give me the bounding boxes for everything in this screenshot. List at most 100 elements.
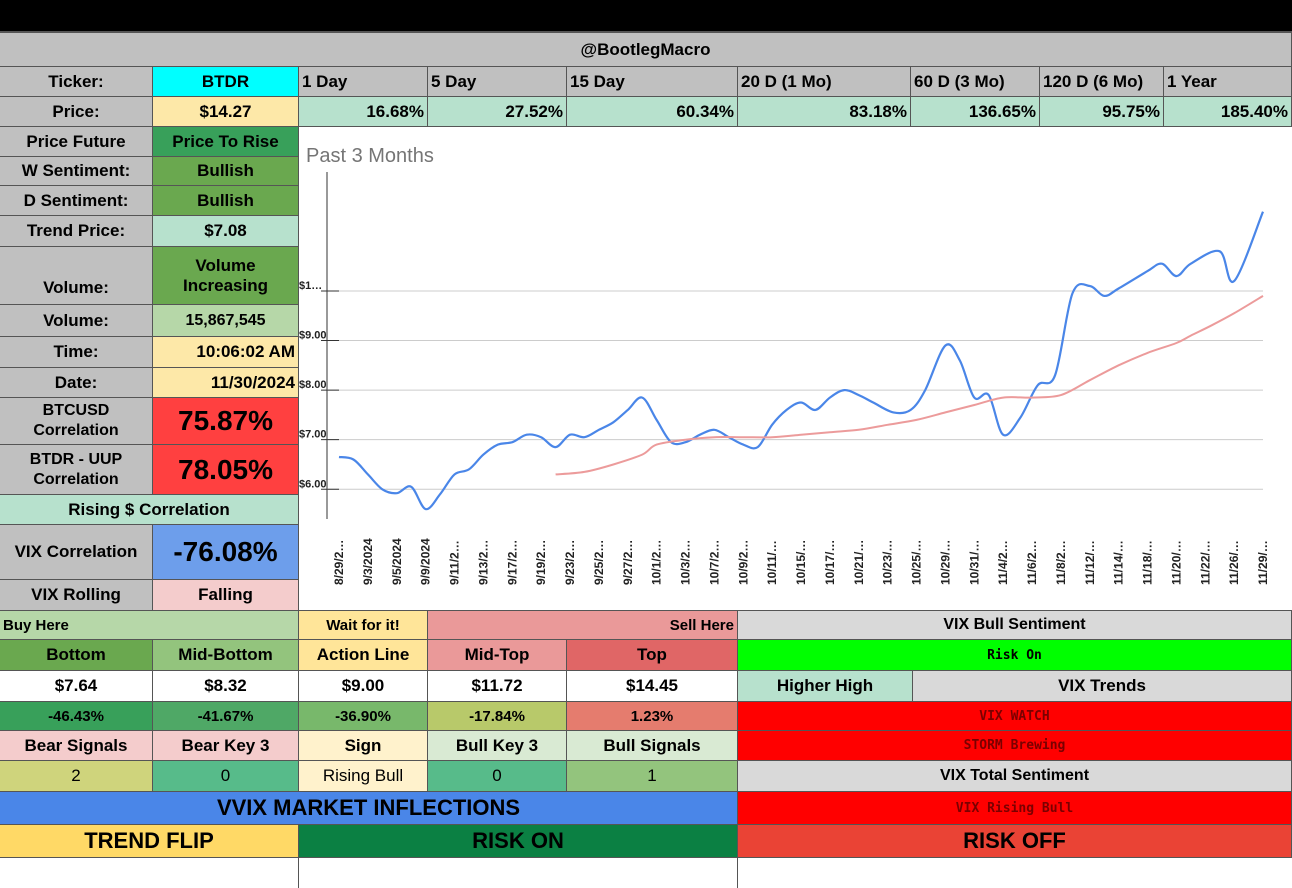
signal-value-sign: Rising Bull [299, 761, 428, 792]
level-name-mid-top: Mid-Top [428, 640, 567, 671]
price-future-value: Price To Rise [153, 127, 299, 157]
ticker-value: BTDR [153, 67, 299, 97]
top-bar [0, 0, 1292, 31]
vvix-risk-on: RISK ON [299, 825, 738, 858]
period-value-15d: 60.34% [567, 97, 738, 127]
trend-price-label: Trend Price: [0, 216, 153, 247]
chart-x-label: 9/3/2024 [361, 538, 375, 585]
chart-x-label: 9/19/2… [534, 540, 548, 585]
buy-here: Buy Here [0, 611, 299, 640]
level-pct-mid-top: -17.84% [428, 702, 567, 731]
period-value-20d: 83.18% [738, 97, 911, 127]
level-price-top: $14.45 [567, 671, 738, 702]
level-pct-mid-bottom: -41.67% [153, 702, 299, 731]
chart-x-label: 10/17/… [823, 540, 837, 585]
price-value: $14.27 [153, 97, 299, 127]
chart-x-label: 11/8/2… [1054, 540, 1068, 585]
price-chart: Past 3 Months $1… $9.00 $8.00 $7.00 $6.00 8/… [299, 145, 1270, 585]
trend-flip: TREND FLIP [0, 825, 299, 858]
period-header-120d: 120 D (6 Mo) [1040, 67, 1164, 97]
signal-header-bull-signals: Bull Signals [567, 731, 738, 761]
volume-value: 15,867,545 [153, 305, 299, 337]
chart-x-label: 8/29/2… [332, 540, 346, 585]
vvix-risk-off: RISK OFF [738, 825, 1292, 858]
uup-corr-label: BTDR - UUP Correlation [0, 445, 153, 495]
vix-rolling-label: VIX Rolling [0, 580, 153, 611]
chart-x-label: 11/20/… [1169, 540, 1183, 585]
period-header-1y: 1 Year [1164, 67, 1292, 97]
chart-x-label: 10/1/2… [650, 540, 664, 585]
level-name-top: Top [567, 640, 738, 671]
period-value-60d: 136.65% [911, 97, 1040, 127]
chart-x-label: 9/13/2… [476, 540, 490, 585]
chart-x-label: 10/31/… [967, 540, 981, 585]
period-header-60d: 60 D (3 Mo) [911, 67, 1040, 97]
vix-corr-value: -76.08% [153, 525, 299, 580]
volume-trend-value: Volume Increasing [153, 247, 299, 305]
level-name-bottom: Bottom [0, 640, 153, 671]
chart-x-label: 11/14/… [1112, 540, 1126, 585]
level-price-mid-bottom: $8.32 [153, 671, 299, 702]
risk-off-cell [738, 858, 1292, 888]
vix-total-sentiment-label: VIX Total Sentiment [738, 761, 1292, 792]
chart-x-label: 10/25/… [910, 540, 924, 585]
date-value: 11/30/2024 [153, 368, 299, 398]
chart-x-label: 9/17/2… [505, 540, 519, 585]
signal-value-bear-signals: 2 [0, 761, 153, 792]
signal-value-bull-signals: 1 [567, 761, 738, 792]
chart-x-label: 9/5/2024 [390, 538, 404, 585]
period-value-120d: 95.75% [1040, 97, 1164, 127]
chart-y-label: $1… [299, 280, 322, 292]
header-title: @BootlegMacro [0, 31, 1292, 67]
chart-x-label: 10/7/2… [707, 540, 721, 585]
vix-risk-on: Risk On [738, 640, 1292, 671]
signal-header-bear-key: Bear Key 3 [153, 731, 299, 761]
vix-trends-label: VIX Trends [913, 671, 1292, 702]
w-sentiment-value: Bullish [153, 157, 299, 186]
level-name-mid-bottom: Mid-Bottom [153, 640, 299, 671]
chart-x-label: 11/22/… [1198, 540, 1212, 585]
trend-flip-cell [0, 858, 299, 888]
period-header-20d: 20 D (1 Mo) [738, 67, 911, 97]
price-label: Price: [0, 97, 153, 127]
volume-label: Volume: [0, 305, 153, 337]
chart-container: Past 3 Months $1… $9.00 $8.00 $7.00 $6.00 8/… [299, 127, 1292, 611]
chart-x-label: 9/27/2… [621, 540, 635, 585]
wait-for-it: Wait for it! [299, 611, 428, 640]
signal-header-bull-key: Bull Key 3 [428, 731, 567, 761]
chart-y-label: $8.00 [299, 379, 327, 391]
chart-x-label: 11/26/… [1227, 540, 1241, 585]
level-pct-action-line: -36.90% [299, 702, 428, 731]
chart-title: Past 3 Months [306, 145, 434, 167]
chart-x-label: 11/6/2… [1025, 540, 1039, 585]
signal-header-bear-signals: Bear Signals [0, 731, 153, 761]
risk-on-cell [299, 858, 738, 888]
chart-x-label: 9/23/2… [563, 540, 577, 585]
chart-x-label: 9/25/2… [592, 540, 606, 585]
chart-x-label: 11/4/2… [996, 540, 1010, 585]
rising-corr: Rising $ Correlation [0, 495, 299, 525]
chart-x-label: 11/18/… [1141, 540, 1155, 585]
level-pct-bottom: -46.43% [0, 702, 153, 731]
period-header-5d: 5 Day [428, 67, 567, 97]
w-sentiment-label: W Sentiment: [0, 157, 153, 186]
d-sentiment-value: Bullish [153, 186, 299, 216]
period-value-1y: 185.40% [1164, 97, 1292, 127]
level-price-bottom: $7.64 [0, 671, 153, 702]
chart-x-label: 10/15/… [794, 540, 808, 585]
volume-trend-label: Volume: [0, 247, 153, 305]
vix-rising-bull: VIX Rising Bull [738, 792, 1292, 825]
trend-series-line [555, 295, 1264, 476]
time-value: 10:06:02 AM [153, 337, 299, 368]
time-label: Time: [0, 337, 153, 368]
chart-x-label: 10/29/… [938, 540, 952, 585]
signal-value-bull-key: 0 [428, 761, 567, 792]
vix-rolling-value: Falling [153, 580, 299, 611]
period-header-1d: 1 Day [299, 67, 428, 97]
price-series-line [338, 211, 1265, 511]
level-price-action-line: $9.00 [299, 671, 428, 702]
chart-x-label: 10/23/… [881, 540, 895, 585]
chart-x-label: 10/21/… [852, 540, 866, 585]
d-sentiment-label: D Sentiment: [0, 186, 153, 216]
btc-corr-label: BTCUSD Correlation [0, 398, 153, 445]
